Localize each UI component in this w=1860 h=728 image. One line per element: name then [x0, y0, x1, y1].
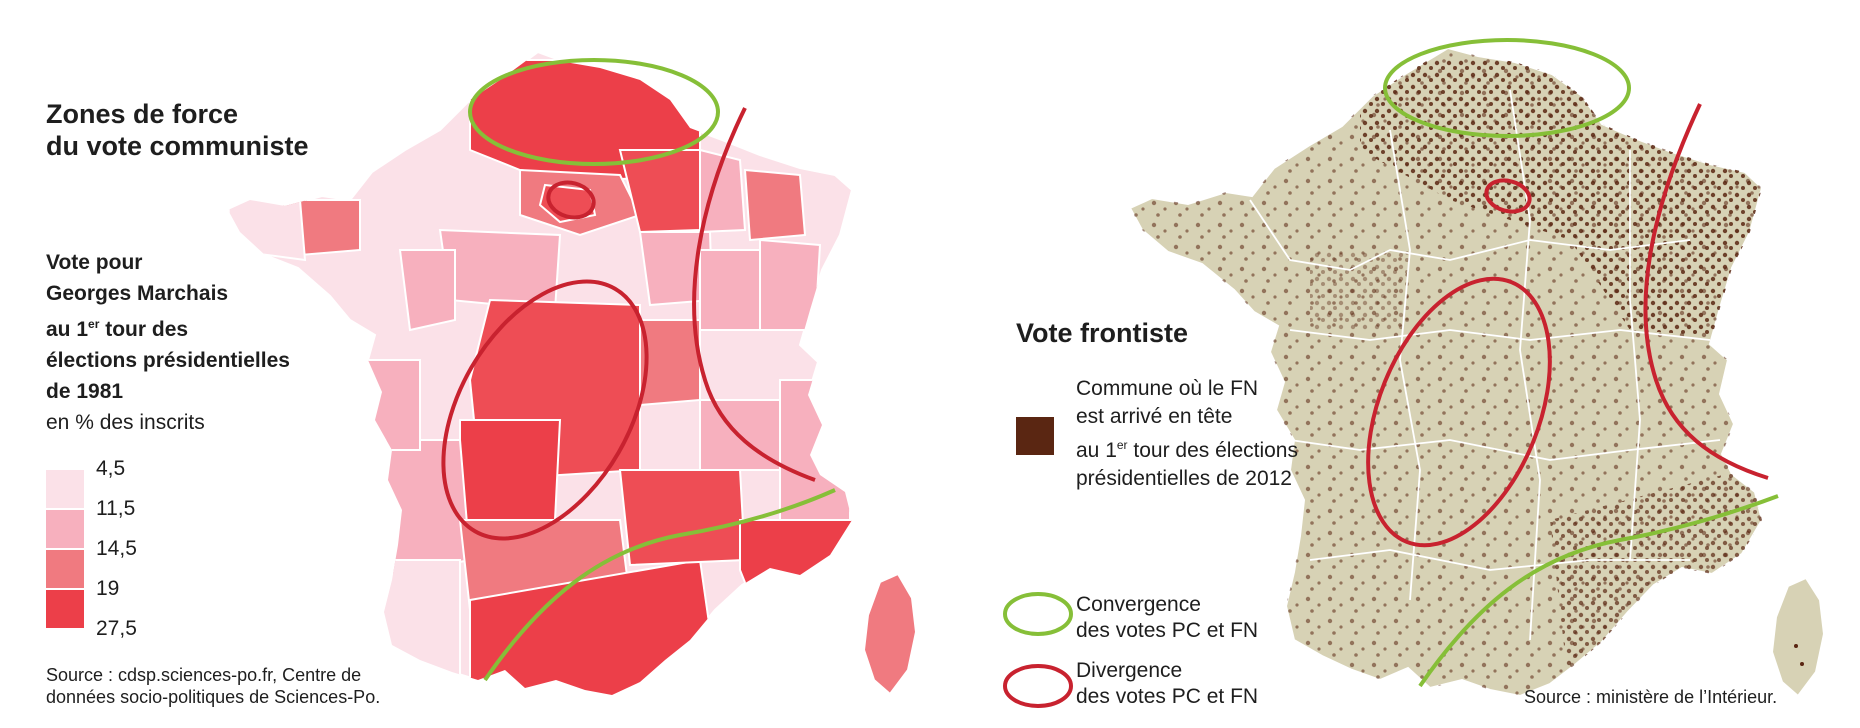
legend-tick-0: 4,5 — [96, 457, 126, 480]
legend-swatch-2 — [46, 550, 84, 588]
convergence-legend-line-1: Convergence — [1076, 593, 1201, 616]
legend-title-line-2: Georges Marchais — [46, 282, 229, 305]
legend-title-line-3-post: tour des — [99, 318, 189, 341]
fn-legend-line-1: Commune où le FN — [1076, 377, 1259, 400]
fn-legend-line-3-post: tour des élections — [1127, 439, 1298, 462]
divergence-legend-line-1: Divergence — [1076, 659, 1183, 682]
divergence-ellipse-center — [441, 279, 649, 541]
convergence-ellipse-north — [468, 58, 720, 166]
legend-class-0: 4,5 — [46, 457, 206, 508]
divergence-legend-line-2: des votes PC et FN — [1076, 685, 1259, 708]
legend-tick-4: 27,5 — [96, 617, 137, 640]
dept-region-franche-comte — [759, 238, 822, 331]
dept-region-aquitaine — [378, 439, 472, 577]
legend-class-3: 19 — [46, 577, 206, 628]
legend-swatch-0 — [46, 470, 84, 508]
fn-legend-line-4: présidentielles de 2012 — [1076, 467, 1292, 490]
fn-vote-map-panel: Vote frontiste Commune où le FN est arri… — [930, 0, 1860, 728]
divergence-ellipse-paris — [546, 180, 596, 220]
divergence-curve-east-fn — [1643, 103, 1769, 480]
fn-vote-map — [1129, 38, 1826, 698]
legend-class-4: 27,5 — [46, 617, 206, 668]
convergence-ellipse-north-fn — [1383, 38, 1631, 138]
legend-title-line-3-sup: er — [88, 317, 100, 331]
legend-class-1: 11,5 — [46, 497, 206, 548]
fn-legend-line-3-sup: er — [1116, 438, 1128, 452]
legend-title-line-1: Vote pour — [46, 251, 143, 274]
fn-legend-line-2: est arrivé en tête — [1076, 405, 1233, 428]
legend-title-line-3: au 1er tour des — [46, 309, 290, 345]
dept-region-auvergne-south — [618, 469, 747, 567]
convergence-curve-south-fn — [1418, 494, 1779, 688]
right-source: Source : ministère de l’Intérieur. — [1524, 687, 1778, 707]
dept-region-languedoc — [469, 558, 722, 695]
legend-tick-1: 11,5 — [96, 497, 136, 520]
left-source-line-1: Source : cdsp.sciences-po.fr, Centre de — [46, 665, 362, 685]
legend-title-line-5: de 1981 — [46, 380, 124, 403]
left-source: Source : cdsp.sciences-po.fr, Centre de … — [46, 664, 380, 708]
dept-region-riviera — [788, 573, 852, 641]
legend-title: Vote pour Georges Marchais au 1er tour d… — [46, 247, 290, 438]
dept-region-charente — [338, 359, 421, 451]
divergence-legend-symbol — [1003, 664, 1073, 708]
divergence-ellipse-paris-fn — [1484, 178, 1532, 214]
dept-region-bourgogne — [699, 249, 761, 331]
legend-swatch-1 — [46, 510, 84, 548]
dept-region-ardennes — [699, 148, 747, 234]
title-line-2: du vote communiste — [46, 131, 309, 161]
legend-swatch-3 — [46, 590, 84, 628]
dept-region-landes — [379, 559, 461, 695]
corsica-shape-fn — [1770, 576, 1826, 698]
left-source-line-2: données socio-politiques de Sciences-Po. — [46, 687, 381, 707]
convergence-legend-text: Convergence des votes PC et FN — [1076, 592, 1258, 644]
title-line-1: Zones de force — [46, 99, 239, 129]
dept-region-provence — [739, 519, 852, 622]
divergence-ellipse-center-fn — [1366, 276, 1552, 548]
communist-map-title: Zones de force du vote communiste — [46, 98, 309, 162]
fn-legend-line-3-pre: au 1 — [1076, 439, 1117, 462]
corsica-shape — [862, 572, 918, 696]
divergence-curve-east — [692, 107, 816, 482]
legend-tick-3: 19 — [96, 577, 120, 600]
legend-title-line-4: élections présidentielles — [46, 349, 290, 372]
fn-legend-line-3: au 1er tour des élections — [1076, 431, 1298, 465]
fn-commune-swatch — [1016, 417, 1054, 455]
dept-region-limousin — [459, 419, 562, 521]
legend-unit: en % des inscrits — [46, 411, 205, 434]
divergence-legend-text: Divergence des votes PC et FN — [1076, 658, 1258, 710]
legend-class-2: 14,5 — [46, 537, 206, 588]
fn-legend-text: Commune où le FN est arrivé en tête au 1… — [1076, 375, 1298, 493]
dept-region-allier — [639, 319, 701, 407]
convergence-legend-line-2: des votes PC et FN — [1076, 619, 1259, 642]
dept-region-lorraine — [743, 168, 807, 242]
dept-region-centre — [438, 228, 562, 312]
dept-region-centre-2 — [398, 249, 456, 332]
communist-vote-map — [227, 51, 918, 696]
convergence-legend-symbol — [1003, 592, 1073, 636]
legend-title-line-3-pre: au 1 — [46, 318, 89, 341]
communist-vote-map-panel: Zones de force du vote communiste Vote p… — [46, 51, 918, 708]
legend-tick-2: 14,5 — [96, 537, 137, 560]
convergence-curve-south — [483, 488, 836, 682]
fn-map-title: Vote frontiste — [1016, 318, 1189, 348]
